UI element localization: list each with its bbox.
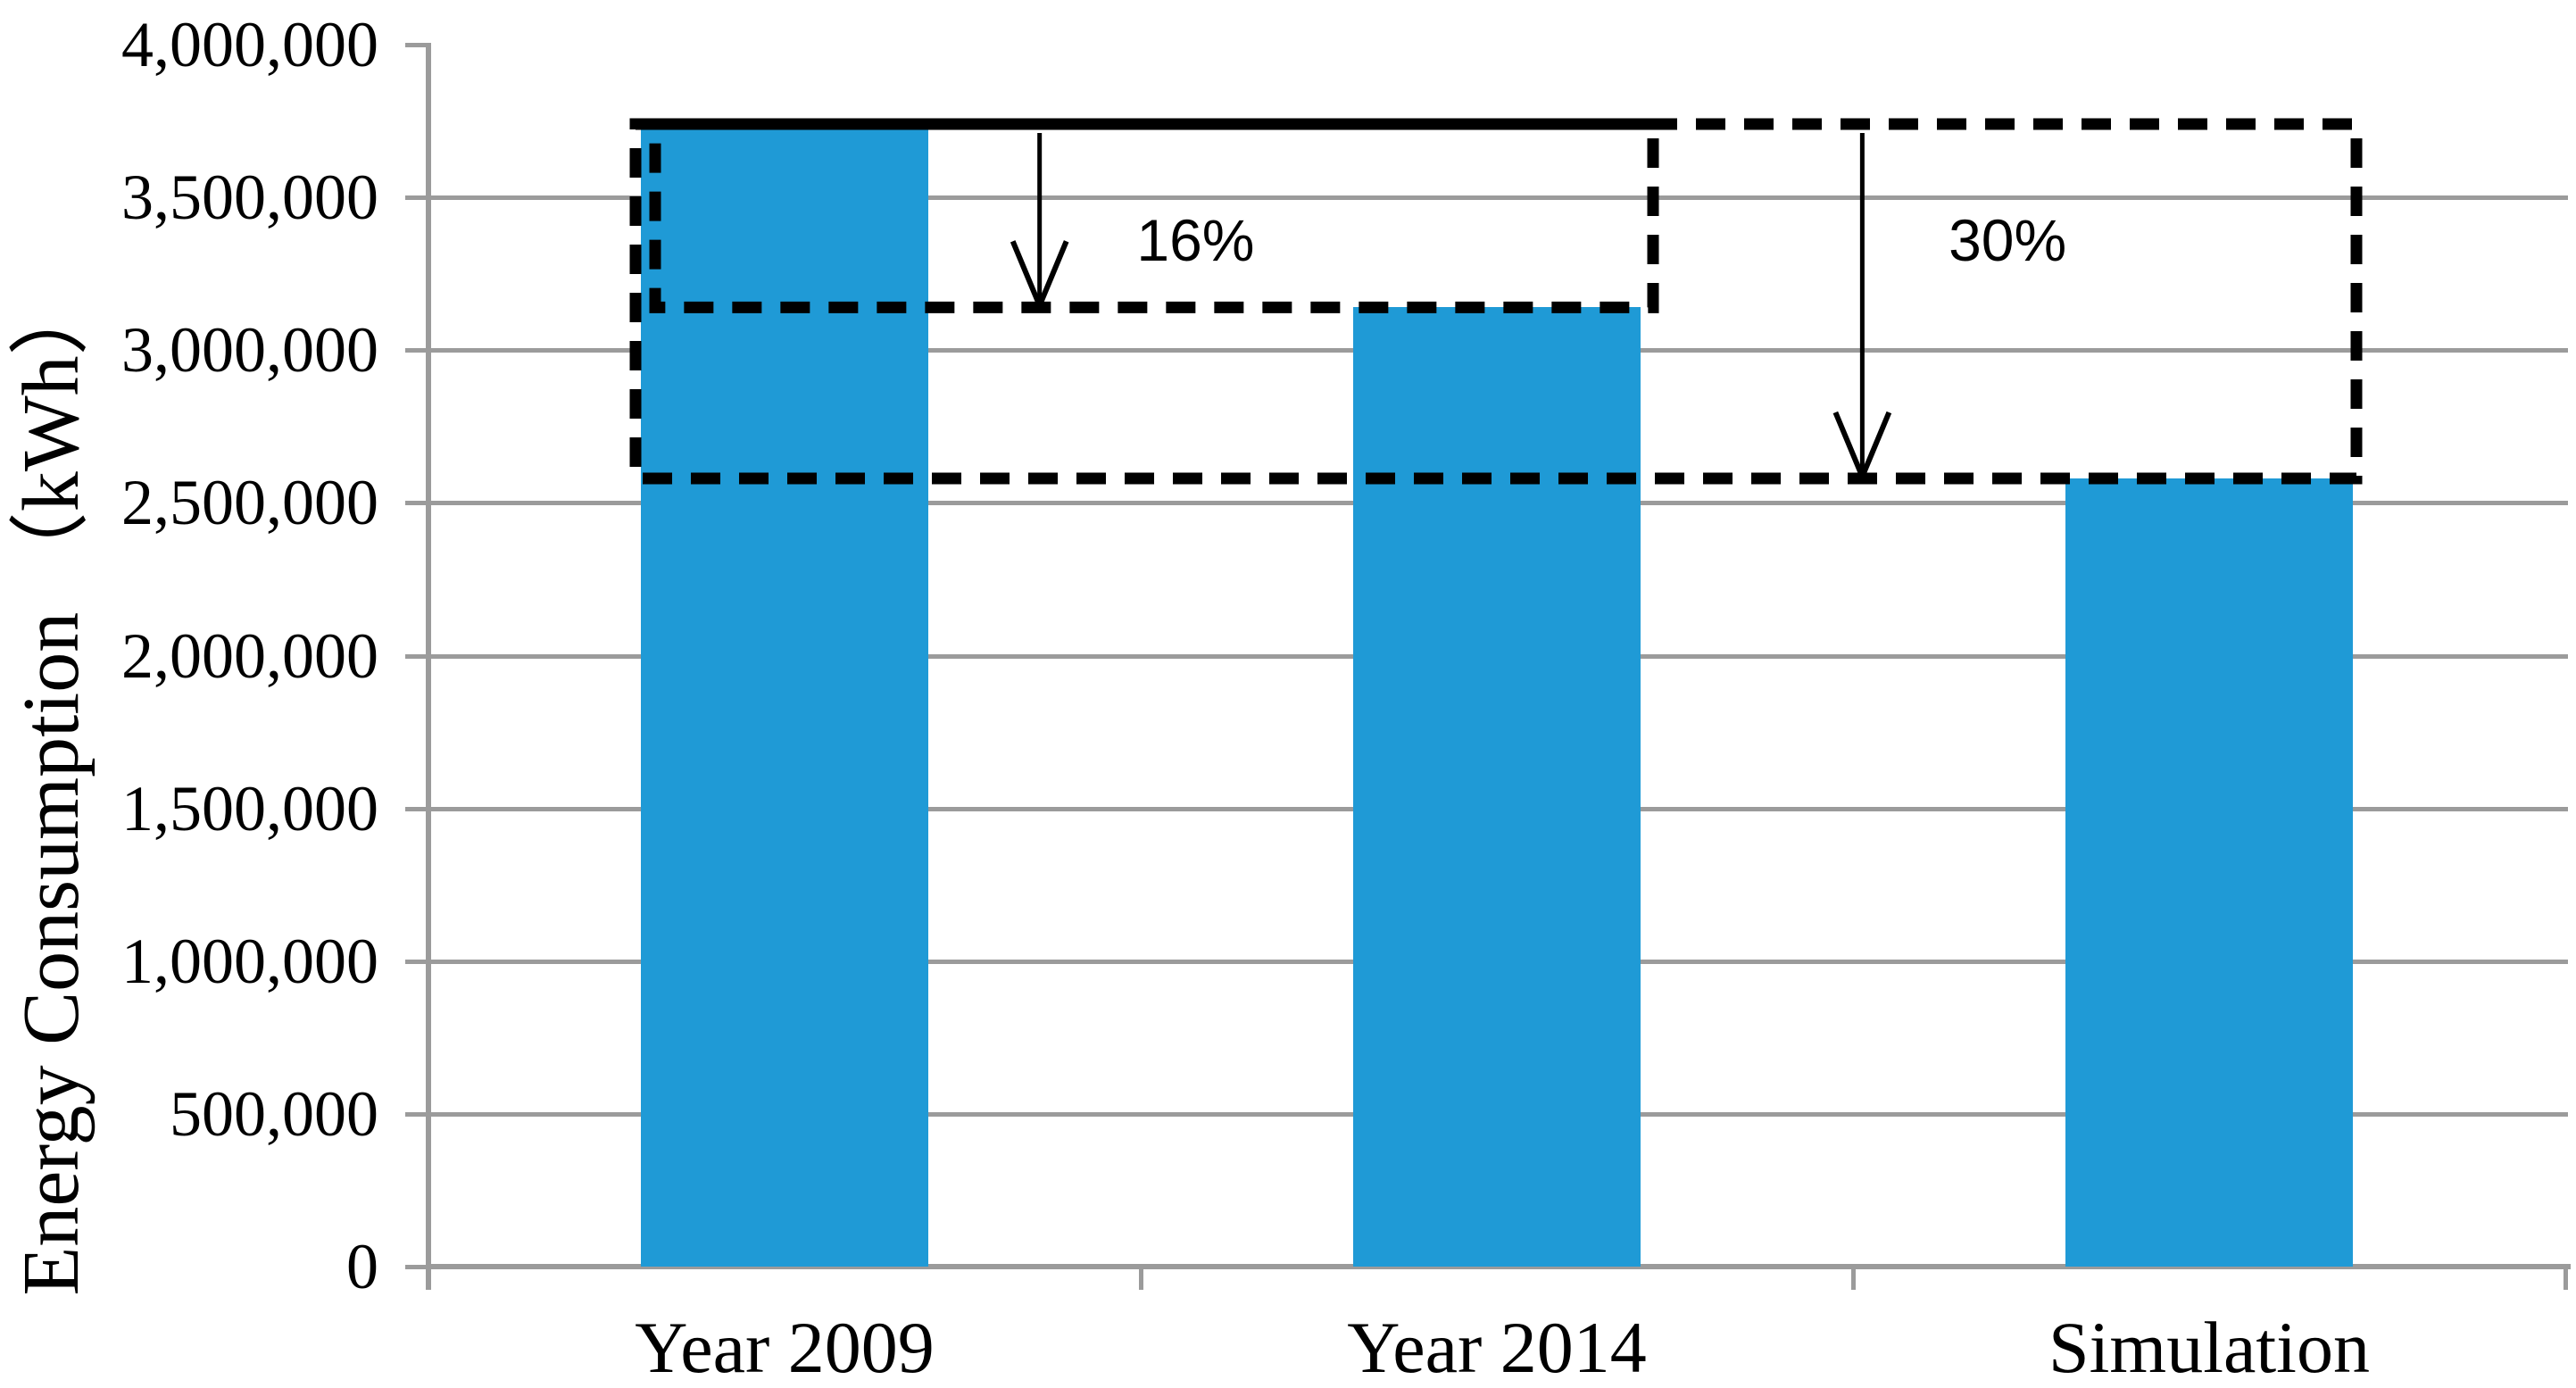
y-tick-label: 2,500,000 <box>121 467 378 539</box>
y-tick-label: 0 <box>346 1231 378 1302</box>
x-axis-line <box>426 1264 2571 1269</box>
bar-year-2009 <box>641 123 928 1267</box>
y-axis-line <box>426 43 431 1290</box>
down-arrow-16 <box>1010 132 1069 313</box>
x-axis-tick <box>2564 1267 2568 1290</box>
reduction-box-30 <box>629 118 2363 485</box>
category-label-year-2014: Year 2014 <box>1347 1307 1647 1388</box>
category-label-simulation: Simulation <box>2048 1307 2370 1388</box>
bar-simulation <box>2065 478 2353 1267</box>
y-tick-label: 4,000,000 <box>121 9 378 80</box>
y-axis-tick <box>405 501 428 506</box>
y-axis-tick <box>405 348 428 353</box>
arrow-30-head-icon <box>1832 411 1892 484</box>
reduction-label-30: 30% <box>1949 207 2067 274</box>
reduction-box-16 <box>649 118 1659 313</box>
reduction-label-16: 16% <box>1136 207 1255 274</box>
y-axis-tick <box>405 959 428 964</box>
arrow-16-head-icon <box>1010 240 1069 313</box>
y-tick-label: 1,500,000 <box>121 772 378 844</box>
bar-year-2014 <box>1353 307 1641 1267</box>
gridline <box>428 195 2568 201</box>
y-axis-tick <box>405 1111 428 1117</box>
y-axis-tick <box>405 653 428 659</box>
y-axis-tick <box>405 1265 428 1269</box>
y-axis-tick <box>405 806 428 811</box>
y-axis-tick <box>405 195 428 201</box>
y-tick-label: 3,500,000 <box>121 162 378 234</box>
x-axis-tick <box>1851 1267 1856 1290</box>
y-tick-label: 1,000,000 <box>121 925 378 997</box>
down-arrow-30 <box>1832 132 1892 484</box>
y-axis-tick <box>405 43 428 47</box>
y-tick-label: 2,000,000 <box>121 619 378 692</box>
y-tick-label: 3,000,000 <box>121 314 378 386</box>
y-tick-label: 500,000 <box>170 1077 378 1150</box>
x-axis-tick <box>1139 1267 1143 1290</box>
category-label-year-2009: Year 2009 <box>635 1307 935 1388</box>
